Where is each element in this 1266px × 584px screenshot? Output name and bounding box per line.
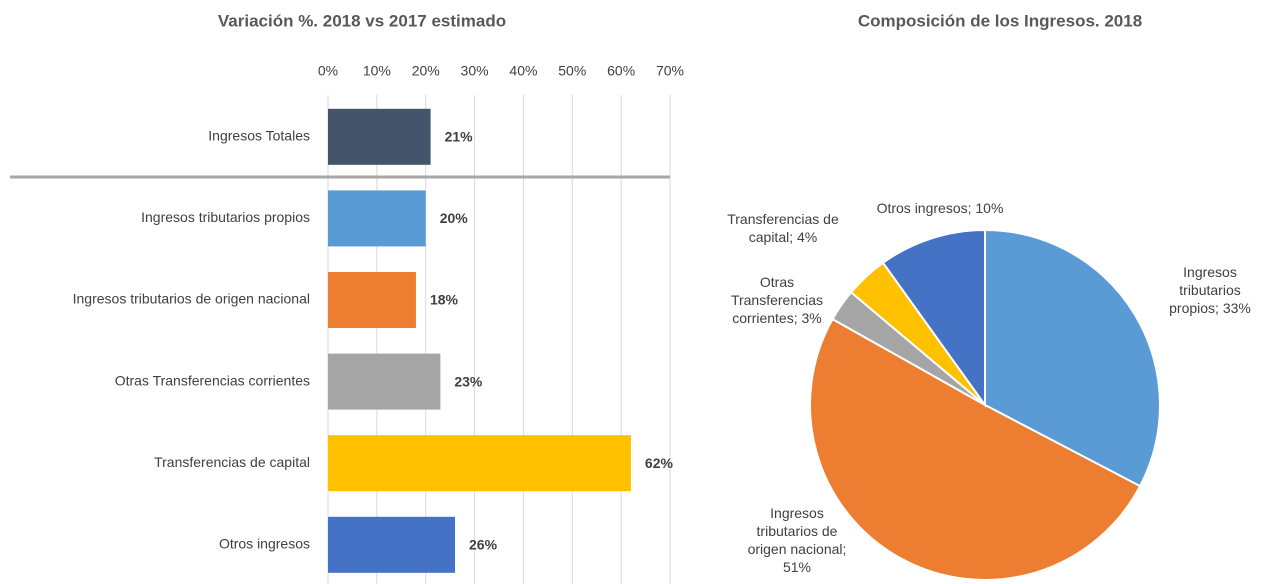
bar — [328, 190, 426, 247]
slice-label: Ingresos tributarios de origen nacional;… — [747, 505, 847, 575]
pie-title: Composición de los Ingresos. 2018 — [858, 11, 1142, 30]
x-tick-label: 10% — [363, 63, 391, 79]
slice-label: Otros ingresos; 10% — [876, 200, 1004, 216]
x-tick-label: 40% — [509, 63, 537, 79]
bar — [328, 272, 416, 328]
bar — [328, 435, 631, 492]
x-tick-label: 70% — [656, 63, 684, 79]
category-label: Otras Transferencias corrientes — [115, 372, 310, 388]
x-tick-label: 50% — [558, 63, 586, 79]
value-label: 18% — [430, 292, 459, 308]
slice-label: Ingresos tributarios propios; 33% — [1169, 264, 1251, 316]
category-label: Otros ingresos — [219, 536, 310, 552]
category-label: Ingresos tributarios propios — [141, 209, 310, 225]
x-tick-label: 60% — [607, 63, 635, 79]
slice-label: Transferencias de capital; 4% — [727, 211, 839, 245]
category-label: Transferencias de capital — [154, 454, 310, 470]
x-tick-label: 20% — [412, 63, 440, 79]
bar-title: Variación %. 2018 vs 2017 estimado — [218, 11, 506, 30]
category-label: Ingresos Totales — [208, 128, 310, 144]
value-label: 20% — [440, 210, 469, 226]
x-tick-label: 30% — [461, 63, 489, 79]
bar — [328, 353, 441, 410]
pie-slice — [881, 228, 986, 409]
value-label: 62% — [645, 455, 674, 471]
bar — [328, 516, 456, 573]
pie-slice — [808, 317, 1142, 581]
value-label: 21% — [445, 129, 474, 145]
category-label: Ingresos tributarios de origen nacional — [73, 291, 310, 307]
x-tick-label: 0% — [318, 63, 338, 79]
value-label: 23% — [454, 373, 483, 389]
value-label: 26% — [469, 537, 498, 553]
pie-slice — [984, 228, 1161, 488]
slice-label: Otras Transferencias corrientes; 3% — [730, 274, 824, 326]
bar — [328, 108, 431, 165]
